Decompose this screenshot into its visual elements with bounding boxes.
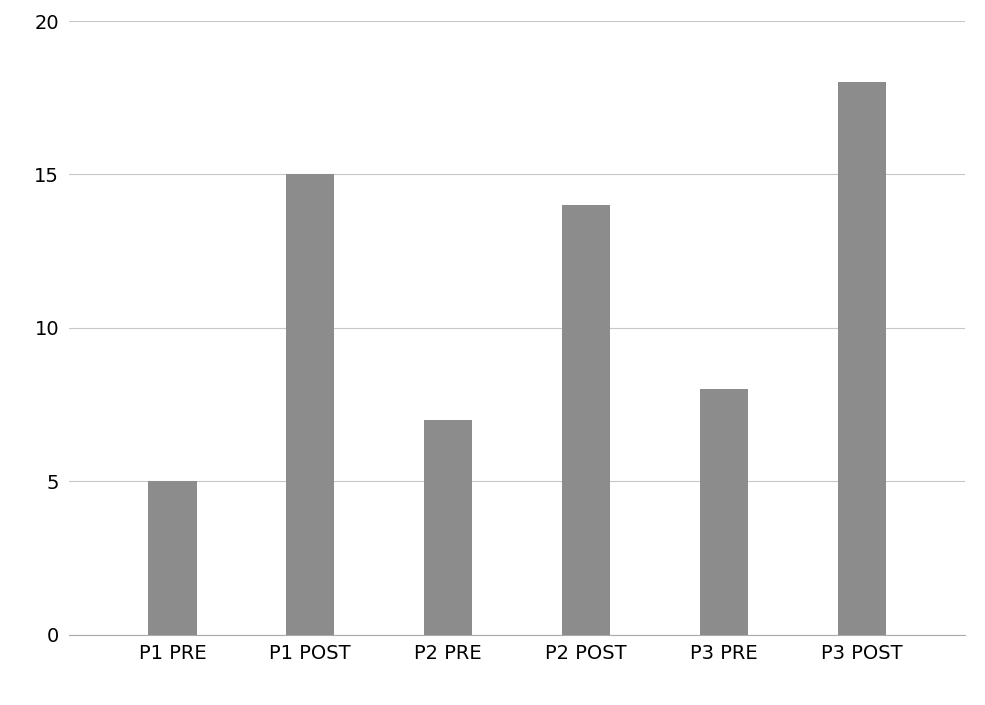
Bar (838, 82, 886, 634)
Bar (700, 389, 749, 634)
Bar (286, 174, 334, 634)
Bar (425, 419, 473, 634)
Bar (562, 205, 611, 634)
Bar (149, 481, 197, 634)
